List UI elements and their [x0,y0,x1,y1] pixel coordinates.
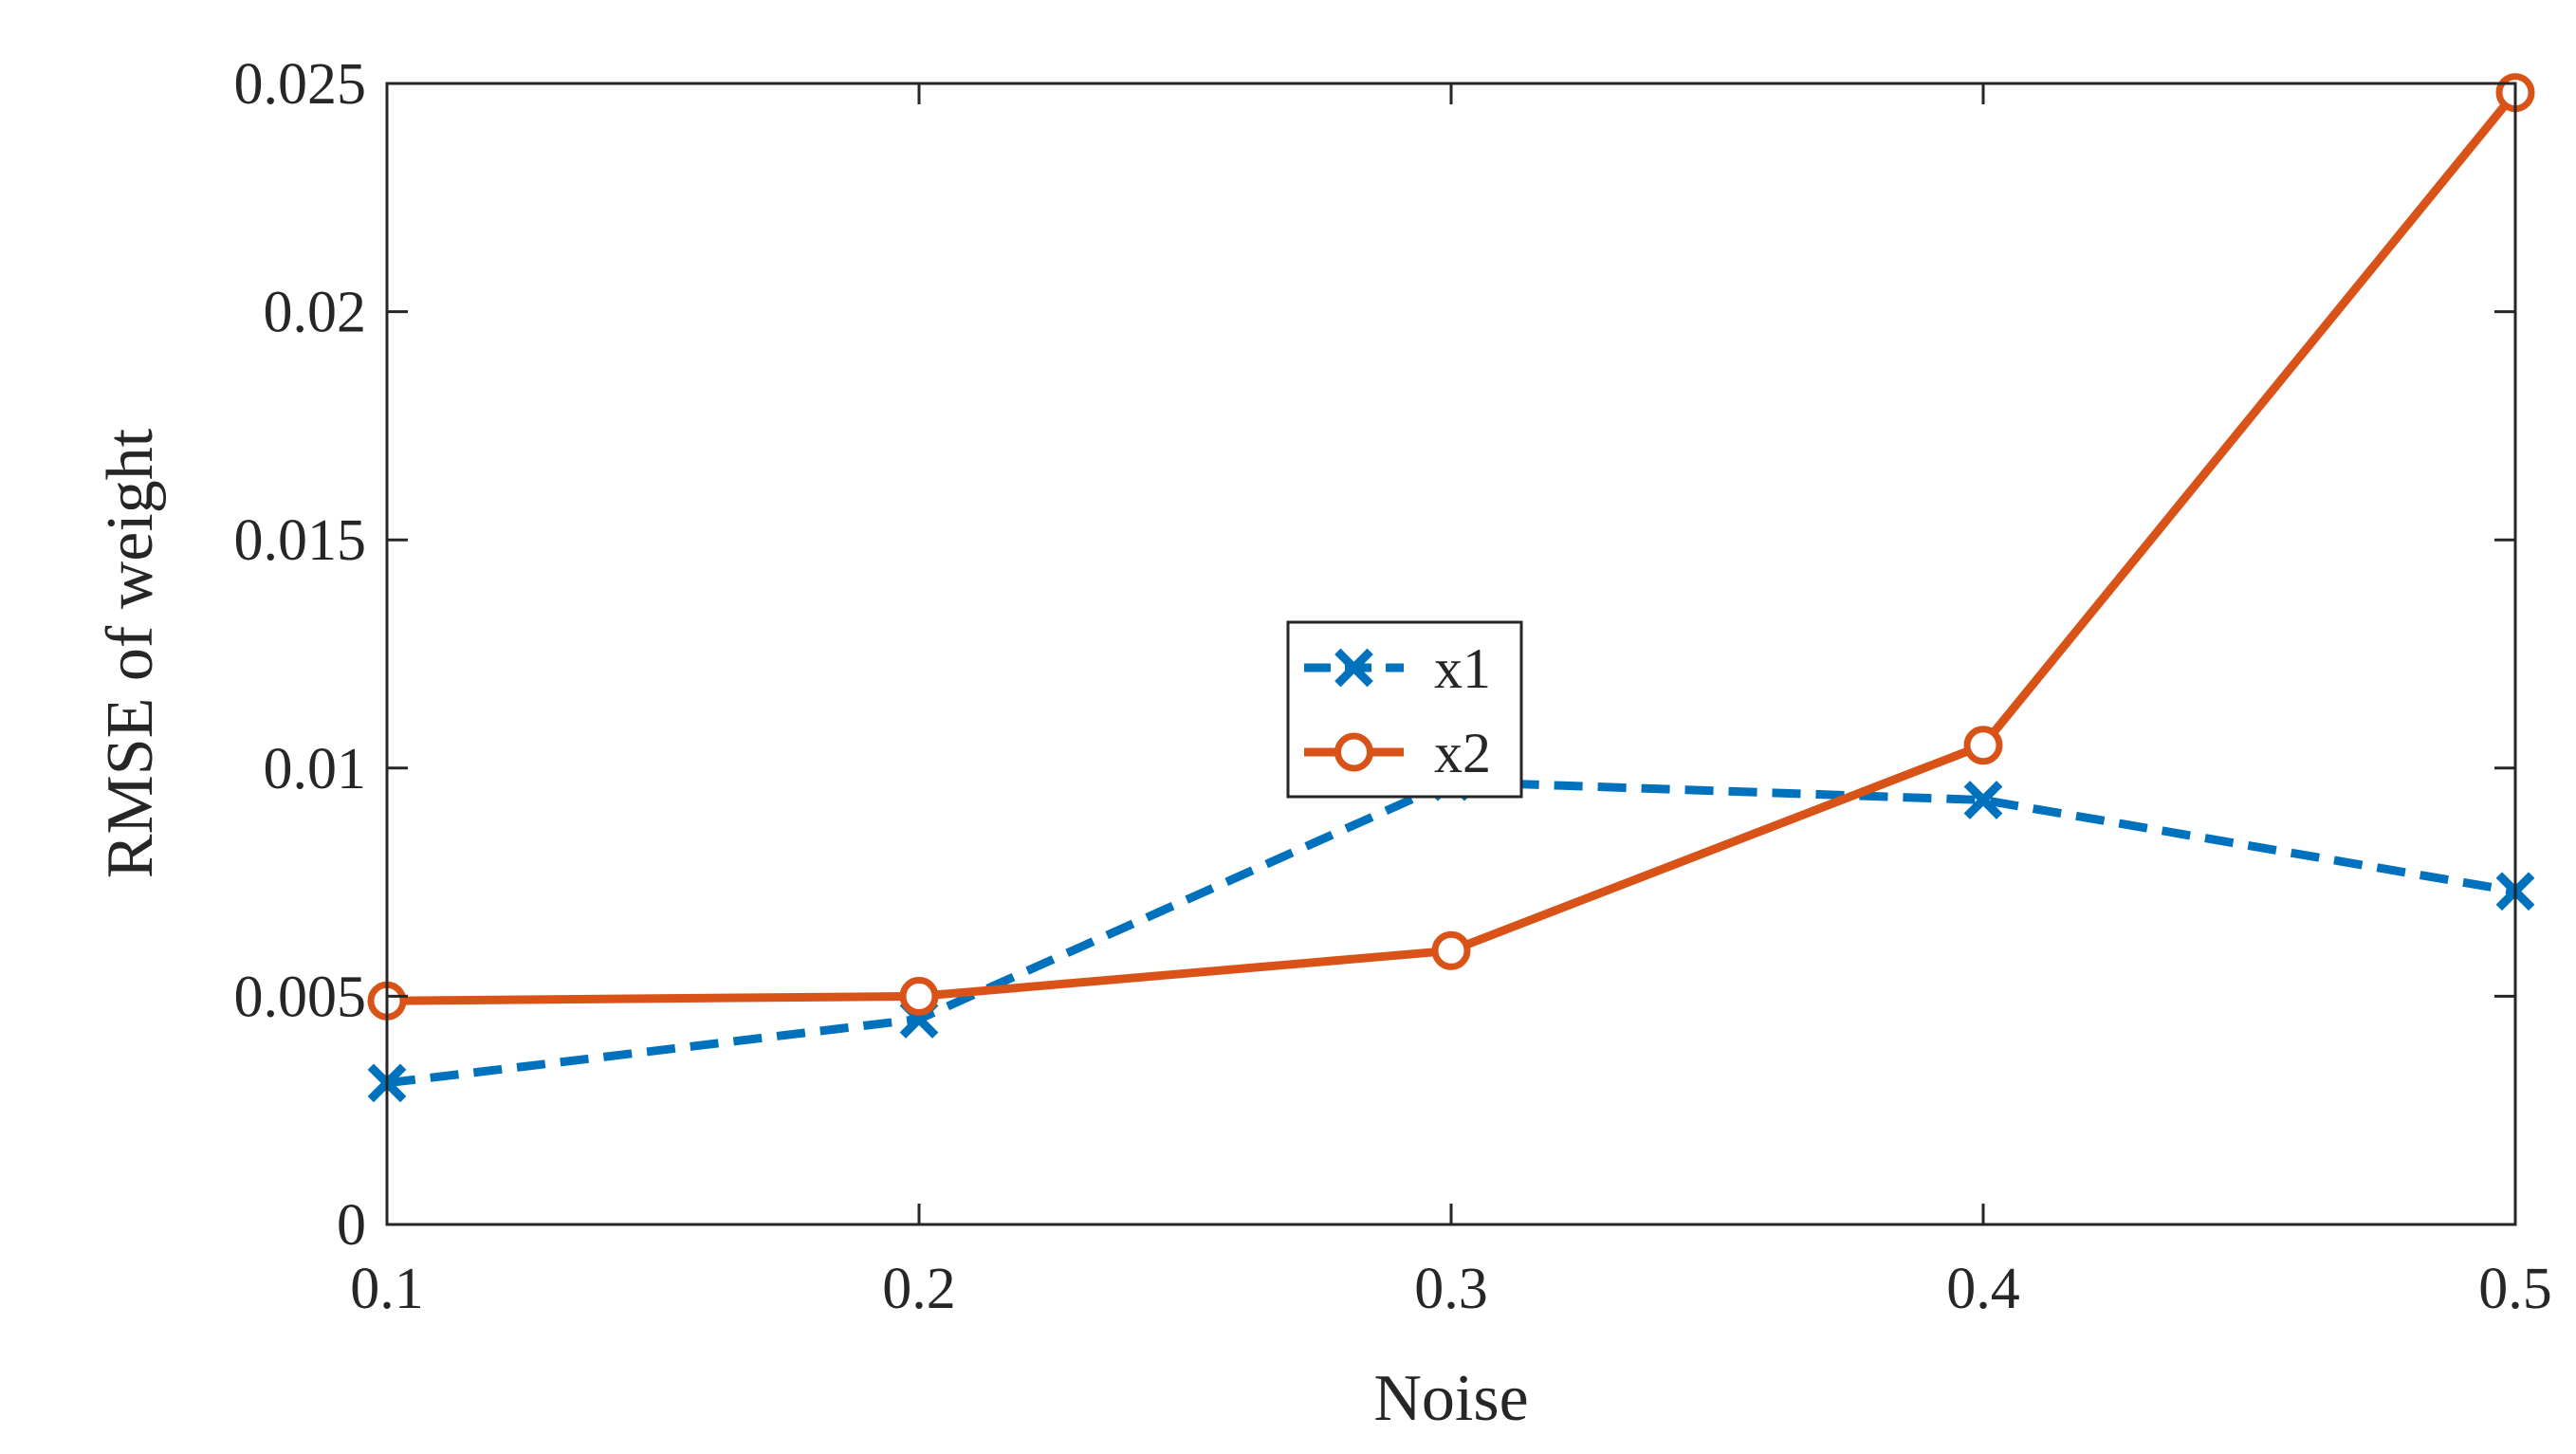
data-point-x2 [1963,726,2003,765]
x-tick-label: 0.1 [350,1257,424,1321]
legend-marker-x2 [1334,732,1373,772]
y-axis-label: RMSE of weight [94,428,167,878]
x-tick-label: 0.4 [1946,1257,2020,1321]
legend: x1 x2 [1286,620,1523,799]
legend-label-x2: x2 [1434,722,1491,784]
y-tick-label: 0.02 [264,281,367,345]
x-tick-label: 0.5 [2478,1257,2552,1321]
x-tick-label: 0.2 [882,1257,956,1321]
legend-marker-point-x2 [1334,732,1373,772]
x-tick-label: 0.3 [1414,1257,1488,1321]
legend-label-x1: x1 [1434,637,1491,700]
y-tick-label: 0 [337,1193,366,1258]
legend-marker-point-x1 [1334,648,1373,688]
y-tick-label: 0.01 [264,737,367,801]
tick-layer: 0.1 0.2 0.3 0.4 0.5 0 0.005 0.01 0.015 0.02 0.025 [234,52,2552,1321]
x-axis-label: Noise [1373,1362,1528,1435]
legend-box [1286,620,1523,799]
y-tick-label: 0.015 [234,508,367,573]
data-point-x2 [1431,930,1471,970]
y-tick-label: 0.025 [234,52,367,117]
y-tick-label: 0.005 [234,965,367,1029]
data-point-x2 [899,976,939,1016]
legend-marker-x1 [1334,648,1373,688]
data-point-x1 [1963,781,2003,819]
